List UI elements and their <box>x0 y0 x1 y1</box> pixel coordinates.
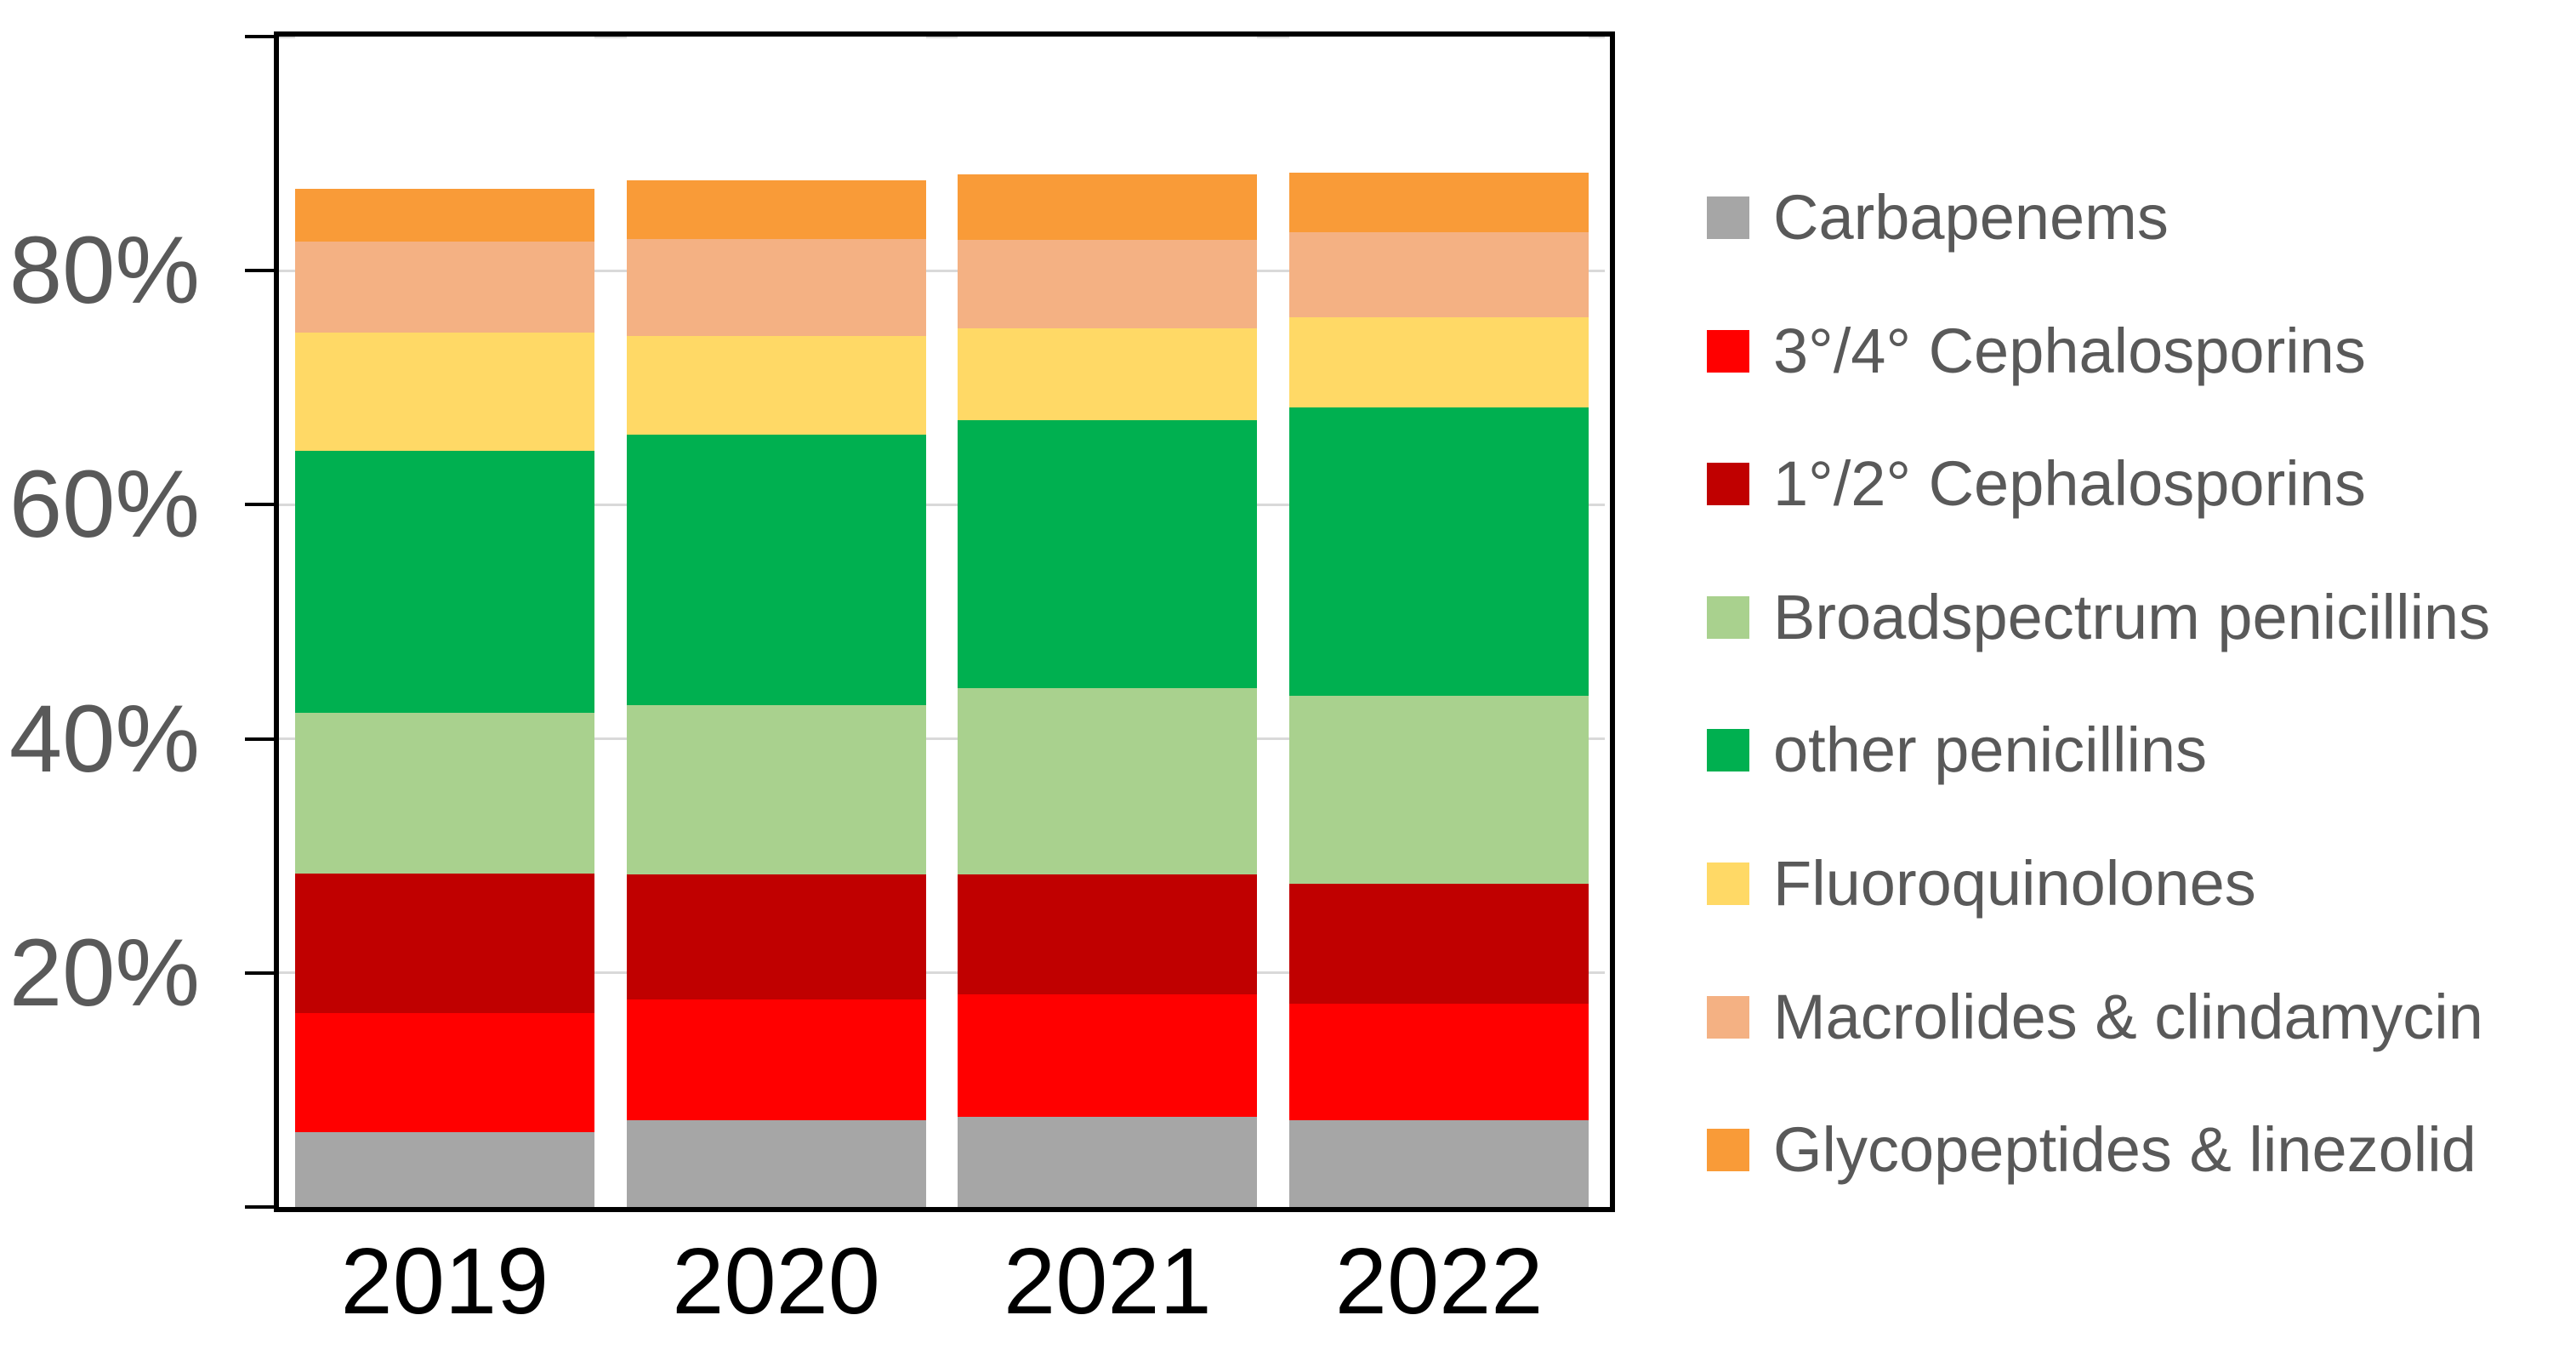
bar-2019-segment-1-2-cephalosporins <box>294 873 594 1013</box>
y-axis-label-80: 80% <box>9 217 200 324</box>
legend-swatch-carbapenems <box>1707 196 1749 239</box>
bar-2021-segment-1-2-cephalosporins <box>958 874 1258 994</box>
y-axis-tick-100 <box>245 35 279 38</box>
y-axis-label-40: 40% <box>9 685 200 792</box>
bar-2020-segment-other-penicillins <box>626 434 926 705</box>
bar-2021-segment-3-4-cephalosporins <box>958 993 1258 1118</box>
y-axis-tick-40 <box>245 737 279 741</box>
bar-2019-segment-carbapenems <box>294 1131 594 1207</box>
bar-2019-segment-other-penicillins <box>294 451 594 714</box>
bar-2020-segment-1-2-cephalosporins <box>626 874 926 1000</box>
bar-2022-segment-fluoroquinolones <box>1289 317 1589 408</box>
bar-2021-segment-macrolides-clindamycin <box>958 240 1258 328</box>
bar-2019-segment-macrolides-clindamycin <box>294 241 594 333</box>
bar-2022-segment-other-penicillins <box>1289 407 1589 696</box>
bar-2022-segment-broadspectrum-penicillins <box>1289 695 1589 885</box>
legend-label-other-penicillins: other penicillins <box>1773 715 2208 786</box>
y-axis-tick-0 <box>245 1205 279 1209</box>
legend-swatch-broadspectrum-penicillins <box>1707 595 1749 639</box>
bar-2021-segment-broadspectrum-penicillins <box>958 688 1258 875</box>
gridline-20 <box>279 971 1605 975</box>
x-axis-label-2019: 2019 <box>340 1229 549 1334</box>
bar-2022-segment-glycopeptides-linezolid <box>1289 172 1589 232</box>
bar-2019-segment-broadspectrum-penicillins <box>294 713 594 874</box>
bar-2019-segment-fluoroquinolones <box>294 333 594 452</box>
bar-2022-segment-macrolides-clindamycin <box>1289 231 1589 318</box>
plot-area <box>279 35 1605 1207</box>
legend-label-macrolides-clindamycin: Macrolides & clindamycin <box>1773 981 2483 1052</box>
bar-2022-segment-3-4-cephalosporins <box>1289 1003 1589 1121</box>
bar-2020-segment-carbapenems <box>626 1120 926 1207</box>
gridline-60 <box>279 503 1605 506</box>
legend-label-glycopeptides-linezolid: Glycopeptides & linezolid <box>1773 1114 2476 1186</box>
bar-2020-segment-glycopeptides-linezolid <box>626 180 926 240</box>
legend-label-carbapenems: Carbapenems <box>1773 182 2169 253</box>
bar-2019 <box>294 37 594 1207</box>
legend-swatch-macrolides-clindamycin <box>1707 995 1749 1039</box>
legend-swatch-other-penicillins <box>1707 729 1749 772</box>
bar-2022-segment-1-2-cephalosporins <box>1289 884 1589 1004</box>
x-axis-label-2022: 2022 <box>1334 1229 1544 1334</box>
legend-label-broadspectrum-penicillins: Broadspectrum penicillins <box>1773 581 2491 652</box>
legend-item-glycopeptides-linezolid: Glycopeptides & linezolid <box>1707 1116 2476 1184</box>
gridline-100 <box>279 35 1605 38</box>
legend-item-3-4-cephalosporins: 3°/4° Cephalosporins <box>1707 317 2366 385</box>
legend-label-fluoroquinolones: Fluoroquinolones <box>1773 848 2256 919</box>
y-axis-tick-20 <box>245 971 279 975</box>
legend-item-macrolides-clindamycin: Macrolides & clindamycin <box>1707 983 2483 1051</box>
bar-2019-segment-glycopeptides-linezolid <box>294 188 594 242</box>
y-axis-label-60: 60% <box>9 451 200 558</box>
legend-swatch-glycopeptides-linezolid <box>1707 1129 1749 1172</box>
bar-2021-segment-glycopeptides-linezolid <box>958 174 1258 241</box>
bar-2021-segment-carbapenems <box>958 1117 1258 1207</box>
bar-2019-segment-3-4-cephalosporins <box>294 1012 594 1132</box>
y-axis-label-20: 20% <box>9 919 200 1026</box>
bar-2021-segment-fluoroquinolones <box>958 327 1258 421</box>
y-axis-tick-60 <box>245 503 279 507</box>
legend-item-carbapenems: Carbapenems <box>1707 184 2169 252</box>
legend-swatch-1-2-cephalosporins <box>1707 463 1749 506</box>
legend-swatch-fluoroquinolones <box>1707 863 1749 905</box>
bar-2020-segment-macrolides-clindamycin <box>626 239 926 337</box>
bar-2020-segment-fluoroquinolones <box>626 336 926 435</box>
bar-2020-segment-3-4-cephalosporins <box>626 999 926 1121</box>
legend-item-other-penicillins: other penicillins <box>1707 716 2207 784</box>
bar-2022 <box>1289 37 1589 1207</box>
legend-label-1-2-cephalosporins: 1°/2° Cephalosporins <box>1773 448 2366 520</box>
bar-2022-segment-carbapenems <box>1289 1120 1589 1207</box>
bar-2021-segment-other-penicillins <box>958 420 1258 689</box>
x-axis-label-2021: 2021 <box>1004 1229 1212 1334</box>
y-axis-tick-80 <box>245 269 279 273</box>
bar-2020 <box>626 37 926 1207</box>
gridline-80 <box>279 269 1605 272</box>
gridline-40 <box>279 737 1605 741</box>
legend-swatch-3-4-cephalosporins <box>1707 329 1749 373</box>
bar-2021 <box>958 37 1258 1207</box>
legend-item-fluoroquinolones: Fluoroquinolones <box>1707 850 2256 918</box>
bar-2020-segment-broadspectrum-penicillins <box>626 704 926 875</box>
legend-item-broadspectrum-penicillins: Broadspectrum penicillins <box>1707 584 2490 652</box>
legend-item-1-2-cephalosporins: 1°/2° Cephalosporins <box>1707 450 2366 518</box>
x-axis-label-2020: 2020 <box>672 1229 880 1334</box>
legend-label-3-4-cephalosporins: 3°/4° Cephalosporins <box>1773 315 2366 386</box>
